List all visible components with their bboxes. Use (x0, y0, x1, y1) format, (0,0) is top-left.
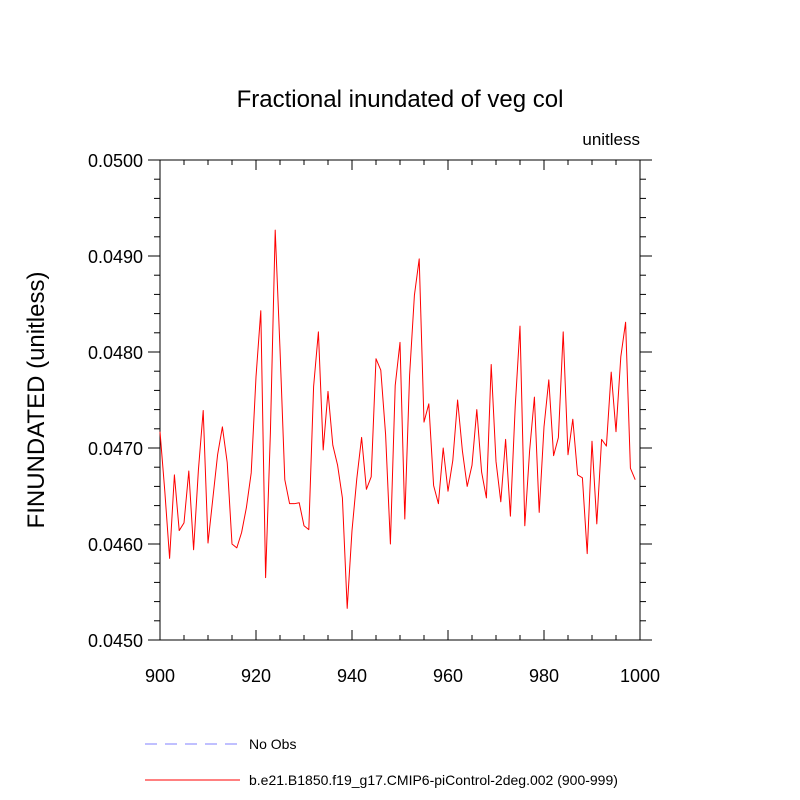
y-tick-label: 0.0480 (88, 343, 143, 363)
units-label: unitless (582, 130, 640, 149)
chart-title: Fractional inundated of veg col (237, 86, 564, 113)
legend: No Obs b.e21.B1850.f19_g17.CMIP6-piContro… (145, 736, 618, 788)
series-layer (159, 229, 636, 609)
axis-tick-labels: 900 920 940 960 980 1000 0.0450 0.0460 0.0470 0.0… (88, 151, 660, 686)
x-tick-label: 900 (145, 666, 175, 686)
x-tick-label: 1000 (620, 666, 660, 686)
y-tick-label: 0.0470 (88, 439, 143, 459)
y-tick-label: 0.0450 (88, 631, 143, 651)
y-tick-label: 0.0490 (88, 247, 143, 267)
x-tick-label: 980 (529, 666, 559, 686)
x-tick-label: 940 (337, 666, 367, 686)
legend-label: b.e21.B1850.f19_g17.CMIP6-piControl-2deg… (249, 772, 618, 788)
y-tick-label: 0.0500 (88, 151, 143, 171)
x-tick-label: 960 (433, 666, 463, 686)
series-line (159, 229, 636, 609)
y-tick-label: 0.0460 (88, 535, 143, 555)
plot-frame (159, 159, 641, 641)
y-axis-label: FINUNDATED (unitless) (23, 272, 50, 529)
x-tick-label: 920 (241, 666, 271, 686)
axis-ticks (148, 159, 652, 641)
legend-label: No Obs (249, 736, 296, 752)
